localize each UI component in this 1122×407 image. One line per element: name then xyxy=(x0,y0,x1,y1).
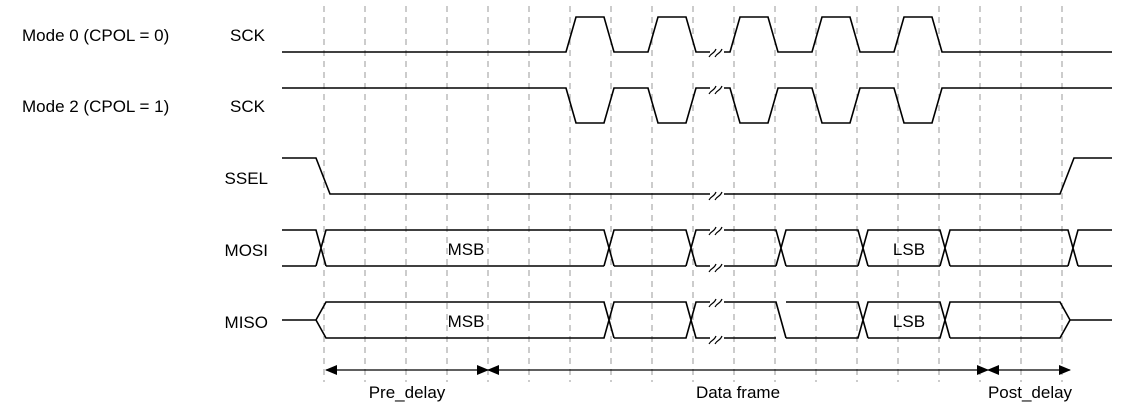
break-marks xyxy=(708,45,724,345)
sck-mode2-waveform xyxy=(282,87,1112,124)
mosi-msb-cell: MSB xyxy=(448,240,485,259)
mosi-lsb-cell: LSB xyxy=(893,240,925,259)
post-delay-label: Post_delay xyxy=(988,383,1073,402)
mode0-label: Mode 0 (CPOL = 0) xyxy=(22,26,169,45)
miso-bus-waveform xyxy=(282,301,1112,339)
miso-label: MISO xyxy=(225,313,268,332)
sck-mode2-label: SCK xyxy=(230,97,266,116)
mosi-label: MOSI xyxy=(225,241,268,260)
ssel-label: SSEL xyxy=(225,169,268,188)
data-frame-label: Data frame xyxy=(696,383,780,402)
mode2-label: Mode 2 (CPOL = 1) xyxy=(22,97,169,116)
ssel-waveform xyxy=(282,157,1112,195)
pre-delay-label: Pre_delay xyxy=(369,383,446,402)
sck-mode0-label: SCK xyxy=(230,26,266,45)
mosi-top-line xyxy=(282,229,1112,267)
sck-mode0-waveform xyxy=(282,16,1112,53)
miso-msb-cell: MSB xyxy=(448,312,485,331)
miso-lsb-cell: LSB xyxy=(893,312,925,331)
